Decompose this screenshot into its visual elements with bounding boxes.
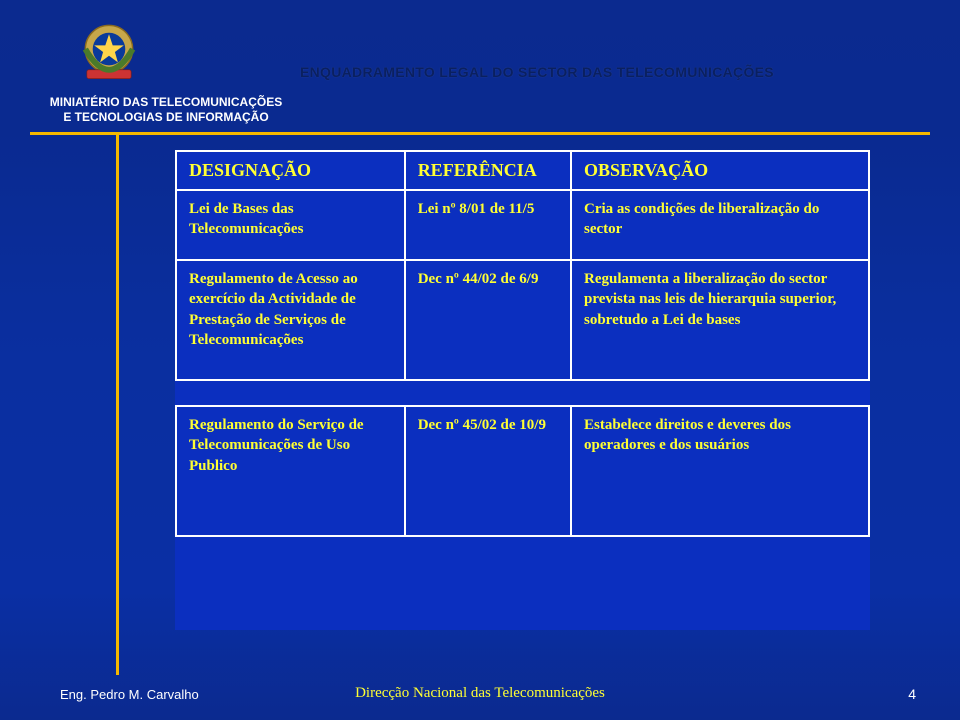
cell-designacao: Regulamento de Acesso ao exercício da Ac… [176, 260, 405, 380]
ministry-line2: E TECNOLOGIAS DE INFORMAÇÃO [36, 110, 296, 125]
document-title: ENQUADRAMENTO LEGAL DO SECTOR DAS TELECO… [300, 64, 774, 80]
horizontal-divider [30, 132, 930, 135]
col-designacao: DESIGNAÇÃO [176, 151, 405, 190]
cell-referencia: Dec nº 44/02 de 6/9 [405, 260, 571, 380]
footer-page-number: 4 [908, 686, 916, 702]
vertical-divider [116, 135, 119, 675]
ministry-name: MINIATÉRIO DAS TELECOMUNICAÇÕES E TECNOL… [36, 95, 296, 125]
cell-designacao: Lei de Bases das Telecomunicações [176, 190, 405, 260]
col-observacao: OBSERVAÇÃO [571, 151, 869, 190]
cell-designacao: Regulamento do Serviço de Telecomunicaçõ… [176, 406, 405, 536]
ministry-line1: MINIATÉRIO DAS TELECOMUNICAÇÕES [36, 95, 296, 110]
national-emblem-icon [72, 18, 146, 92]
table-row: Lei de Bases das Telecomunicações Lei nº… [176, 190, 869, 260]
cell-referencia: Lei nº 8/01 de 11/5 [405, 190, 571, 260]
table-row: Regulamento do Serviço de Telecomunicaçõ… [176, 406, 869, 536]
content-panel: DESIGNAÇÃO REFERÊNCIA OBSERVAÇÃO Lei de … [175, 150, 870, 630]
table-header-row: DESIGNAÇÃO REFERÊNCIA OBSERVAÇÃO [176, 151, 869, 190]
col-referencia: REFERÊNCIA [405, 151, 571, 190]
table-row: Regulamento de Acesso ao exercício da Ac… [176, 260, 869, 380]
cell-observacao: Estabelece direitos e deveres dos operad… [571, 406, 869, 536]
cell-observacao: Regulamenta a liberalização do sector pr… [571, 260, 869, 380]
footer-department: Direcção Nacional das Telecomunicações [0, 685, 960, 702]
regulation-table-2: Regulamento do Serviço de Telecomunicaçõ… [175, 405, 870, 537]
regulation-table-1: DESIGNAÇÃO REFERÊNCIA OBSERVAÇÃO Lei de … [175, 150, 870, 381]
cell-observacao: Cria as condições de liberalização do se… [571, 190, 869, 260]
cell-referencia: Dec nº 45/02 de 10/9 [405, 406, 571, 536]
header-region: MINIATÉRIO DAS TELECOMUNICAÇÕES E TECNOL… [0, 0, 960, 120]
